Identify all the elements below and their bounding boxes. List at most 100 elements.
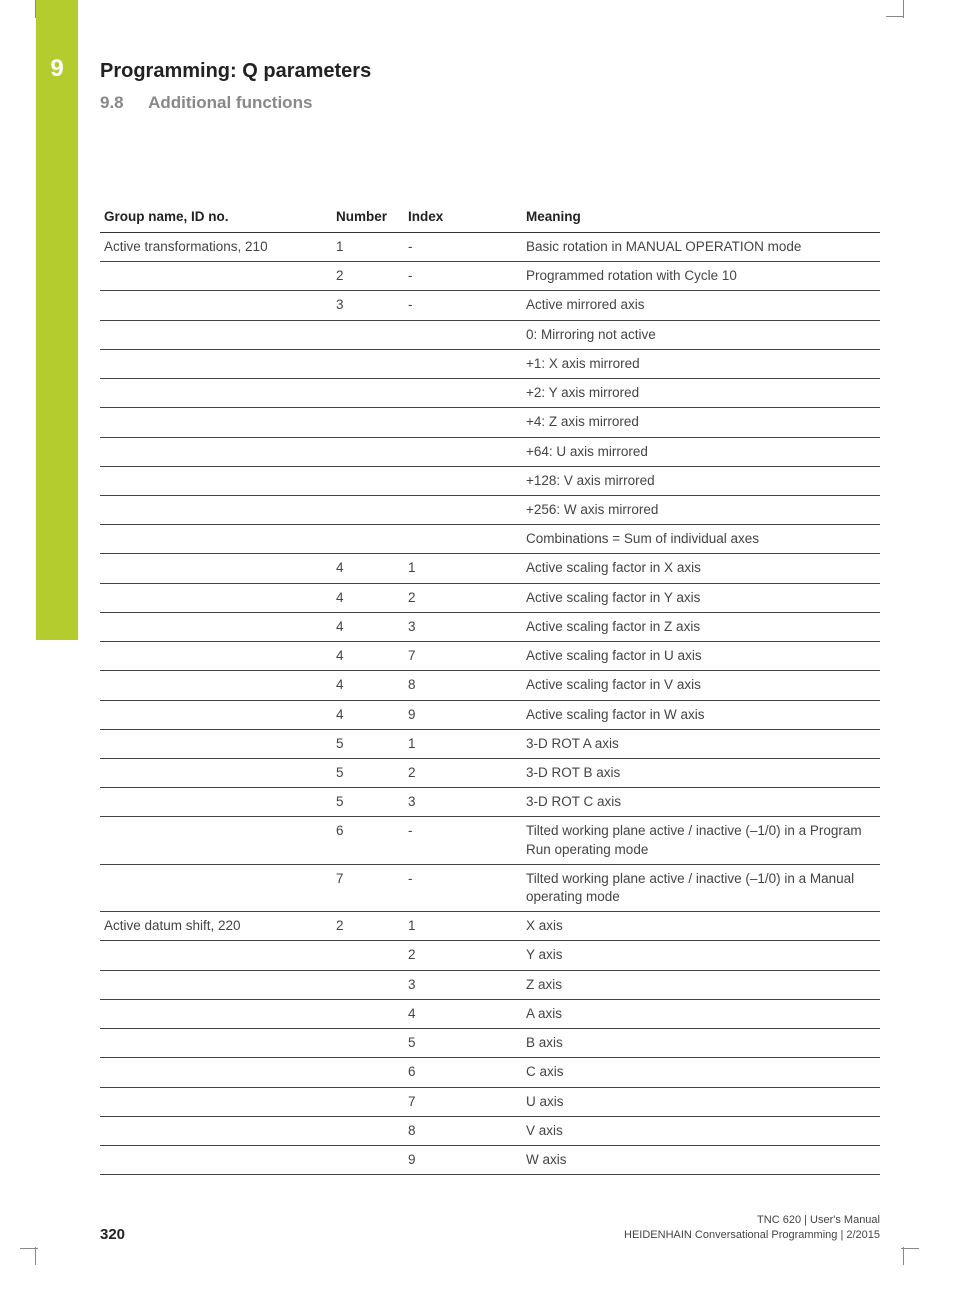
cell-meaning: Programmed rotation with Cycle 10: [522, 262, 880, 291]
table-row: 523-D ROT B axis: [100, 758, 880, 787]
cell-group: [100, 1029, 332, 1058]
header-group: Group name, ID no.: [100, 203, 332, 233]
cell-index: 4: [404, 999, 522, 1028]
cell-meaning: Y axis: [522, 941, 880, 970]
cell-index: [404, 408, 522, 437]
cell-group: [100, 700, 332, 729]
cell-group: [100, 262, 332, 291]
header-number: Number: [332, 203, 404, 233]
table-row: 0: Mirroring not active: [100, 320, 880, 349]
cell-number: [332, 408, 404, 437]
cell-meaning: U axis: [522, 1087, 880, 1116]
cell-index: 6: [404, 1058, 522, 1087]
cell-number: [332, 1029, 404, 1058]
cell-meaning: W axis: [522, 1146, 880, 1175]
table-row: 8V axis: [100, 1116, 880, 1145]
cell-index: -: [404, 817, 522, 864]
cell-meaning: Z axis: [522, 970, 880, 999]
cell-number: 7: [332, 864, 404, 911]
table-row: 513-D ROT A axis: [100, 729, 880, 758]
table-row: +4: Z axis mirrored: [100, 408, 880, 437]
table-row: 43Active scaling factor in Z axis: [100, 612, 880, 641]
table-row: 2-Programmed rotation with Cycle 10: [100, 262, 880, 291]
cell-meaning: 3-D ROT C axis: [522, 788, 880, 817]
cell-group: [100, 817, 332, 864]
cell-number: [332, 437, 404, 466]
cell-meaning: +256: W axis mirrored: [522, 495, 880, 524]
cell-meaning: 3-D ROT B axis: [522, 758, 880, 787]
table-row: 48Active scaling factor in V axis: [100, 671, 880, 700]
cell-index: [404, 466, 522, 495]
cell-meaning: Tilted working plane active / inactive (…: [522, 864, 880, 911]
cell-meaning: Active scaling factor in Y axis: [522, 583, 880, 612]
chapter-title: Programming: Q parameters: [100, 60, 880, 83]
table-row: 47Active scaling factor in U axis: [100, 642, 880, 671]
cell-number: [332, 349, 404, 378]
cell-group: [100, 729, 332, 758]
cell-meaning: 0: Mirroring not active: [522, 320, 880, 349]
cell-number: [332, 1058, 404, 1087]
footer-text: TNC 620 | User's Manual HEIDENHAIN Conve…: [624, 1213, 880, 1243]
table-row: +1: X axis mirrored: [100, 349, 880, 378]
cell-number: [332, 1087, 404, 1116]
cell-group: [100, 554, 332, 583]
cell-meaning: 3-D ROT A axis: [522, 729, 880, 758]
table-row: 7-Tilted working plane active / inactive…: [100, 864, 880, 911]
cell-group: [100, 1087, 332, 1116]
table-row: Active datum shift, 22021X axis: [100, 912, 880, 941]
section-title: 9.8 Additional functions: [100, 93, 880, 113]
sidebar-accent: [36, 0, 78, 640]
cell-meaning: +1: X axis mirrored: [522, 349, 880, 378]
table-row: 533-D ROT C axis: [100, 788, 880, 817]
table-row: +128: V axis mirrored: [100, 466, 880, 495]
cell-meaning: Active scaling factor in V axis: [522, 671, 880, 700]
cell-meaning: B axis: [522, 1029, 880, 1058]
table-row: 42Active scaling factor in Y axis: [100, 583, 880, 612]
cell-number: 4: [332, 642, 404, 671]
cell-meaning: +2: Y axis mirrored: [522, 379, 880, 408]
cell-index: 2: [404, 941, 522, 970]
table-row: +64: U axis mirrored: [100, 437, 880, 466]
cell-index: 7: [404, 642, 522, 671]
table-row: Active transformations, 2101-Basic rotat…: [100, 233, 880, 262]
cell-group: [100, 525, 332, 554]
header-meaning: Meaning: [522, 203, 880, 233]
cell-group: [100, 349, 332, 378]
cell-number: 1: [332, 233, 404, 262]
cell-index: [404, 495, 522, 524]
cell-group: [100, 291, 332, 320]
cell-number: 4: [332, 612, 404, 641]
cell-group: [100, 583, 332, 612]
cell-meaning: Active scaling factor in U axis: [522, 642, 880, 671]
cell-number: 5: [332, 729, 404, 758]
page-number: 320: [100, 1226, 125, 1243]
cell-index: [404, 349, 522, 378]
cell-number: [332, 999, 404, 1028]
cell-index: -: [404, 262, 522, 291]
chapter-number: 9: [36, 55, 78, 83]
cell-group: [100, 999, 332, 1028]
cell-number: 4: [332, 700, 404, 729]
table-row: Combinations = Sum of individual axes: [100, 525, 880, 554]
cell-index: 3: [404, 788, 522, 817]
cell-number: 2: [332, 912, 404, 941]
table-row: 4A axis: [100, 999, 880, 1028]
cell-meaning: V axis: [522, 1116, 880, 1145]
cell-index: -: [404, 291, 522, 320]
cell-index: 1: [404, 729, 522, 758]
section-name: Additional functions: [148, 93, 312, 112]
cell-group: [100, 408, 332, 437]
parameter-table: Group name, ID no. Number Index Meaning …: [100, 203, 880, 1175]
table-row: +2: Y axis mirrored: [100, 379, 880, 408]
cell-meaning: +128: V axis mirrored: [522, 466, 880, 495]
page-footer: 320 TNC 620 | User's Manual HEIDENHAIN C…: [100, 1213, 880, 1243]
cell-meaning: Active scaling factor in X axis: [522, 554, 880, 583]
cell-meaning: +64: U axis mirrored: [522, 437, 880, 466]
table-row: 3-Active mirrored axis: [100, 291, 880, 320]
cell-group: [100, 1146, 332, 1175]
cell-group: [100, 970, 332, 999]
cell-index: -: [404, 864, 522, 911]
cell-number: [332, 320, 404, 349]
cell-group: [100, 758, 332, 787]
table-row: 5B axis: [100, 1029, 880, 1058]
